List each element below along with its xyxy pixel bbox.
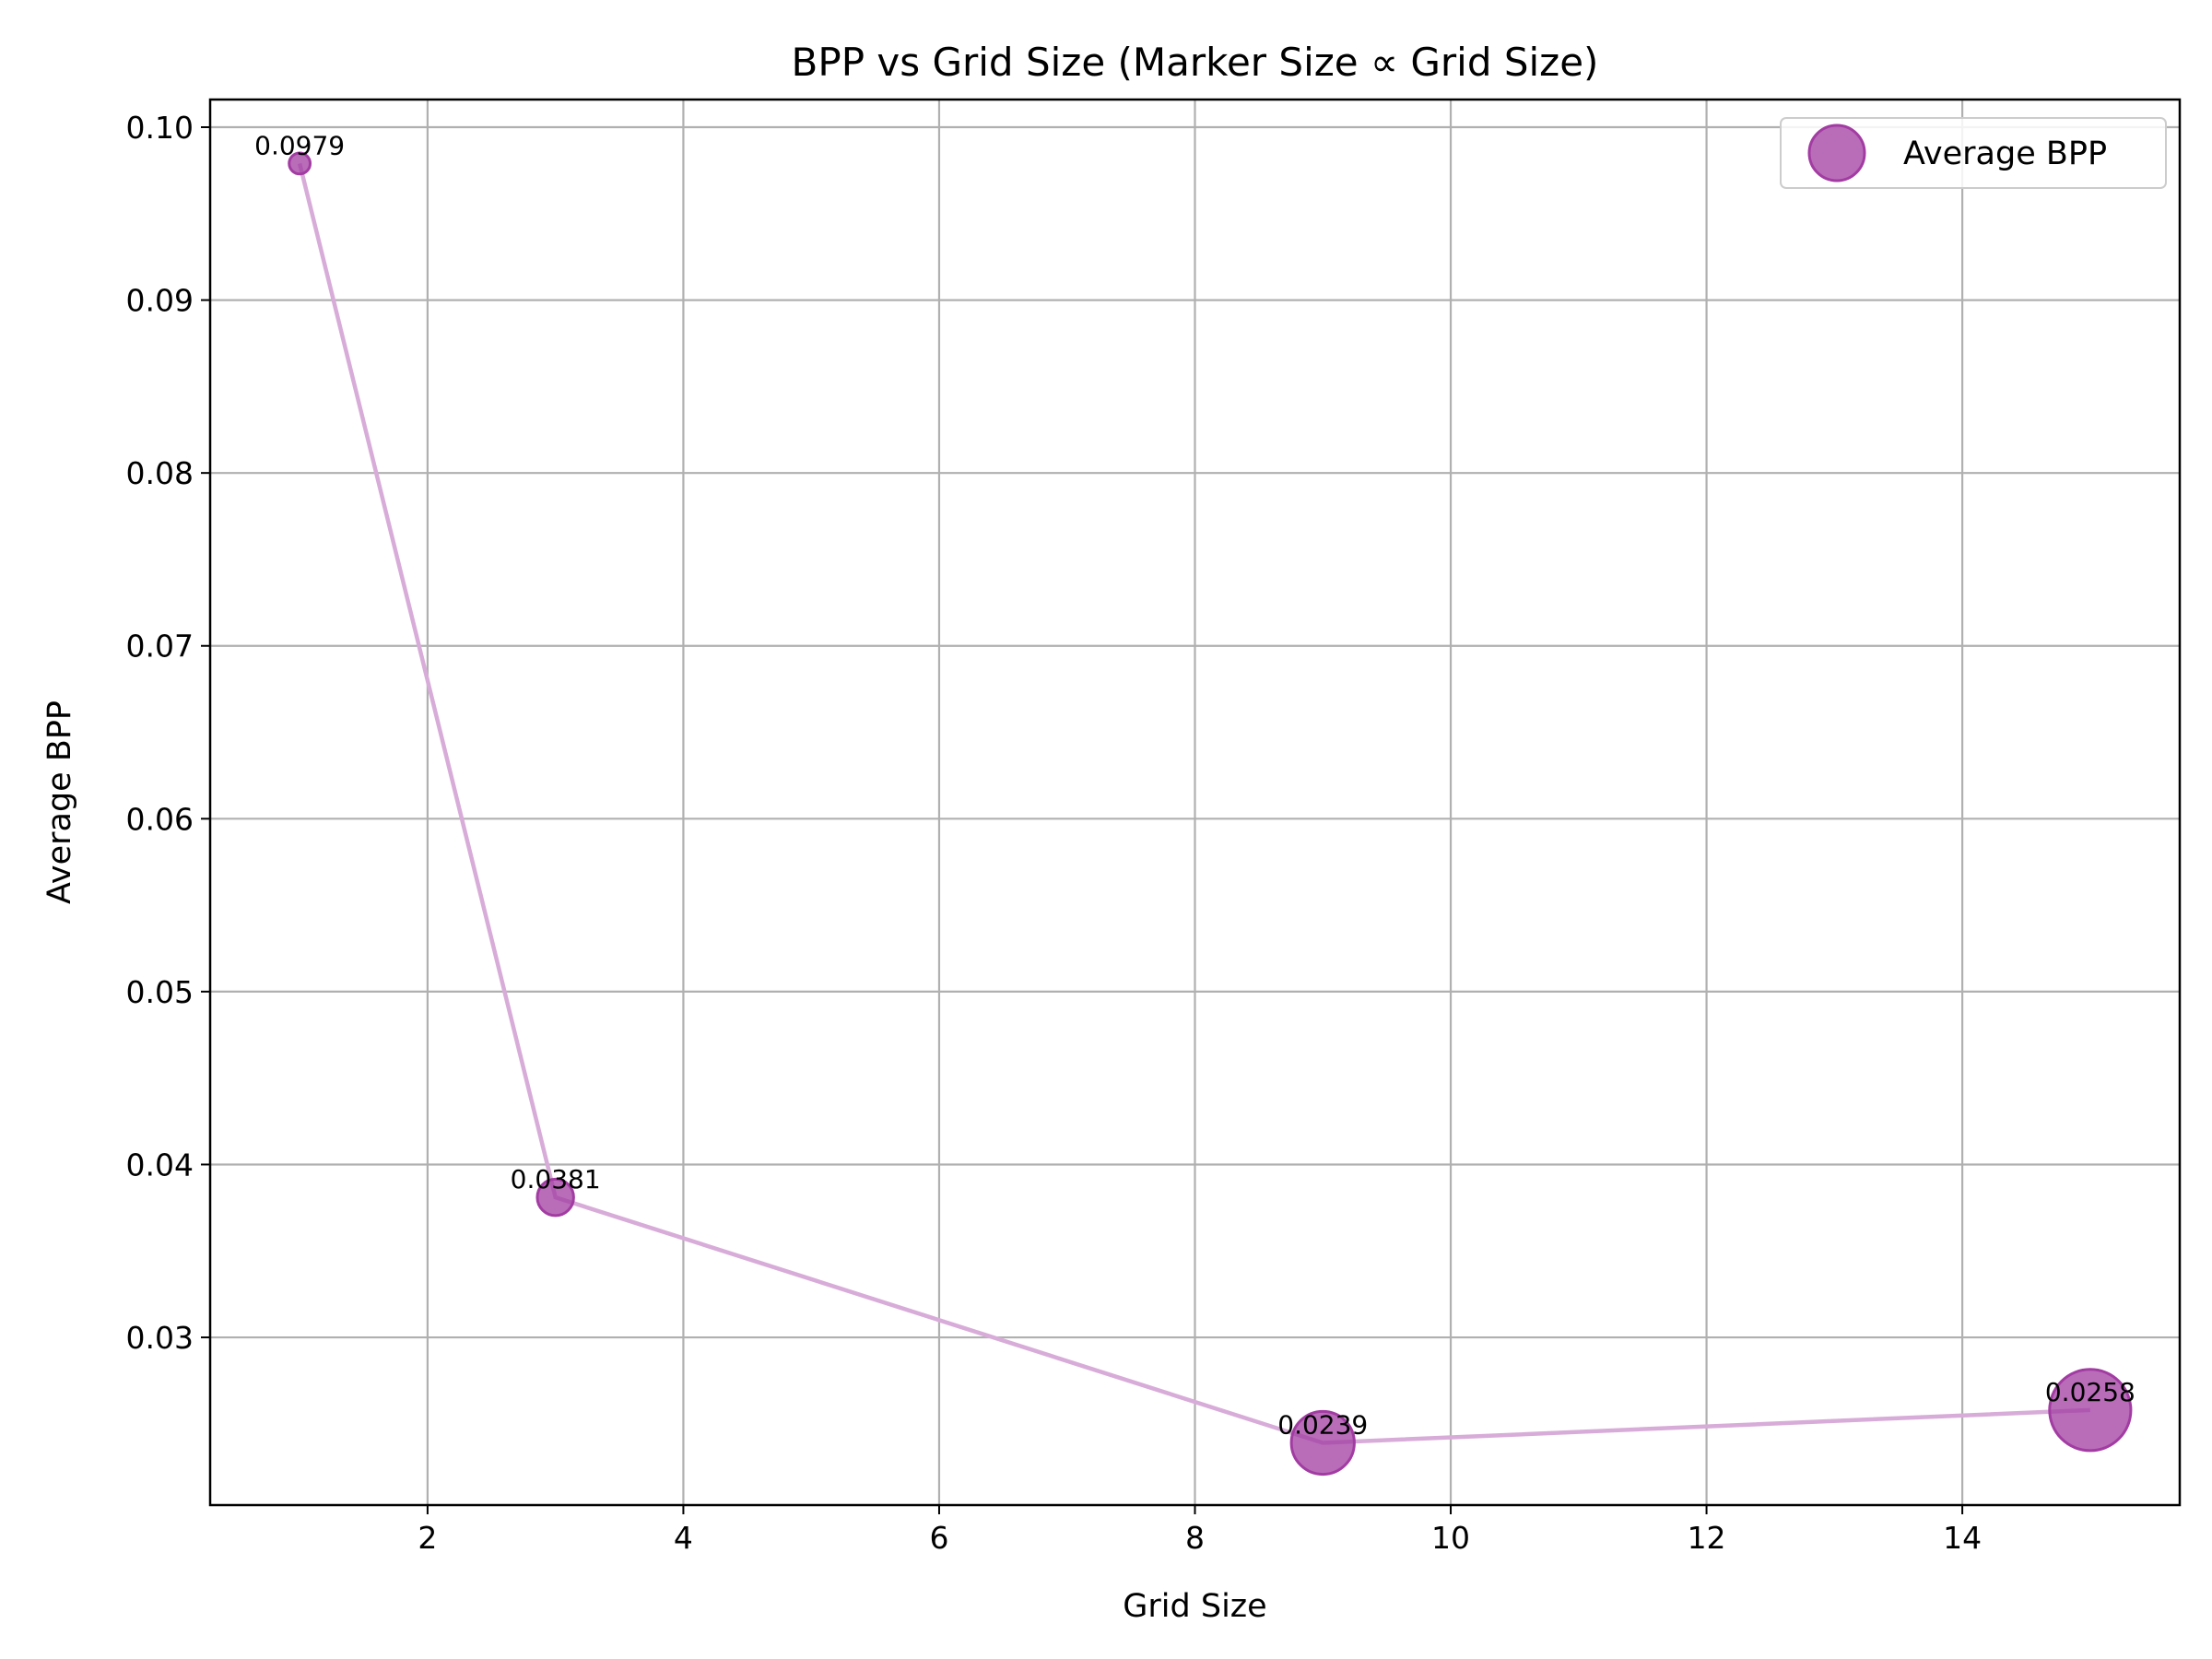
legend: Average BPP <box>1780 117 2167 189</box>
y-tick-label: 0.07 <box>126 629 194 665</box>
data-label: 0.0239 <box>1277 1409 1368 1440</box>
data-labels-group: 0.0979 0.0381 0.0239 0.0258 <box>254 130 2136 1440</box>
y-tick-label: 0.08 <box>126 455 194 491</box>
legend-box <box>1780 117 2167 189</box>
x-tick-label: 10 <box>1431 1520 1470 1556</box>
x-tick-label: 2 <box>418 1520 437 1556</box>
legend-label: Average BPP <box>1903 135 2107 172</box>
x-tick-label: 4 <box>674 1520 693 1556</box>
series-line-group <box>297 162 2090 1445</box>
x-tick-label: 6 <box>929 1520 948 1556</box>
grid <box>210 100 2180 1505</box>
series-line <box>297 162 2090 1445</box>
y-axis-ticks: 0.03 0.04 0.05 0.06 0.07 0.08 0.09 0.10 <box>126 110 210 1356</box>
data-point <box>535 1177 575 1218</box>
y-axis-title: Average BPP <box>41 700 78 904</box>
x-axis-title: Grid Size <box>1123 1588 1266 1625</box>
data-label: 0.0381 <box>511 1164 601 1194</box>
y-tick-label: 0.10 <box>126 110 194 146</box>
y-tick-label: 0.06 <box>126 801 194 837</box>
x-axis-ticks: 2 4 6 8 10 12 14 <box>418 1505 1982 1556</box>
series-points-group <box>288 151 2133 1477</box>
x-tick-label: 8 <box>1185 1520 1205 1556</box>
data-point <box>2048 1368 2133 1453</box>
x-tick-label: 12 <box>1688 1520 1726 1556</box>
y-tick-label: 0.09 <box>126 283 194 319</box>
y-tick-label: 0.04 <box>126 1147 194 1182</box>
y-tick-label: 0.03 <box>126 1320 194 1356</box>
x-tick-label: 14 <box>1943 1520 1982 1556</box>
data-point <box>288 151 312 176</box>
data-point <box>1289 1409 1356 1477</box>
chart-title: BPP vs Grid Size (Marker Size ∝ Grid Siz… <box>792 40 1599 85</box>
y-tick-label: 0.05 <box>126 974 194 1010</box>
data-label: 0.0979 <box>254 130 345 160</box>
legend-marker <box>1807 124 1866 182</box>
data-label: 0.0258 <box>2045 1377 2136 1407</box>
